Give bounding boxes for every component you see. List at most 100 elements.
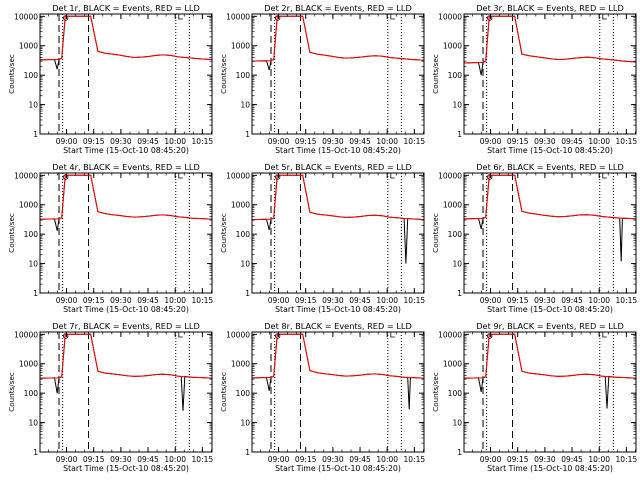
saa-marker bbox=[62, 174, 69, 180]
series-lld bbox=[252, 333, 424, 379]
x-axis-label: Start Time (15-Oct-10 08:45:20) bbox=[63, 146, 189, 155]
series-group bbox=[40, 333, 212, 411]
y-tick-label: 100 bbox=[448, 71, 463, 80]
y-tick-label: 10000 bbox=[438, 171, 462, 180]
panel-det-9r: Det 9r, BLACK = Events, RED = LLD 1 10 100 1… bbox=[431, 321, 637, 473]
marker-lines bbox=[58, 14, 190, 134]
marker-lines bbox=[270, 332, 402, 452]
x-tick-label: 09:00 bbox=[268, 455, 290, 464]
x-tick-label: 09:45 bbox=[561, 137, 583, 146]
y-tick-label: 1 bbox=[457, 130, 462, 139]
saa-marker bbox=[62, 333, 69, 339]
x-tick-label: 09:45 bbox=[349, 137, 371, 146]
bracket-marker bbox=[602, 173, 607, 179]
x-tick-label: 09:45 bbox=[561, 455, 583, 464]
series-events bbox=[464, 15, 636, 76]
y-tick-label: 1 bbox=[245, 130, 250, 139]
y-axis-label: Counts/sec bbox=[219, 372, 228, 412]
x-tick-label: 10:15 bbox=[192, 296, 214, 305]
x-tick-label: 10:00 bbox=[588, 296, 610, 305]
x-tick-label: 09:15 bbox=[295, 296, 317, 305]
x-tick-label: 09:30 bbox=[110, 455, 132, 464]
saa-marker bbox=[486, 333, 493, 339]
x-tick-label: 09:30 bbox=[110, 137, 132, 146]
y-tick-label: 10 bbox=[240, 101, 250, 110]
series-group bbox=[40, 174, 212, 231]
panel-det-3r: Det 3r, BLACK = Events, RED = LLD 1 10 100 1… bbox=[431, 3, 637, 155]
saa-marker bbox=[62, 15, 69, 21]
panel-title: Det 2r, BLACK = Events, RED = LLD bbox=[264, 3, 412, 13]
x-tick-label: 09:45 bbox=[561, 296, 583, 305]
y-axis-label: Counts/sec bbox=[431, 213, 440, 253]
x-tick-label: 09:00 bbox=[268, 296, 290, 305]
panel-title: Det 5r, BLACK = Events, RED = LLD bbox=[264, 162, 412, 172]
bracket-marker bbox=[178, 332, 183, 338]
series-group bbox=[464, 333, 636, 409]
x-tick-label: 10:15 bbox=[192, 455, 214, 464]
series-group bbox=[464, 174, 636, 262]
y-tick-label: 1000 bbox=[231, 360, 250, 369]
plot-frame bbox=[39, 13, 213, 135]
series-events bbox=[40, 15, 212, 70]
marker-lines bbox=[482, 332, 614, 452]
series-group bbox=[40, 15, 212, 70]
y-tick-label: 10000 bbox=[226, 12, 250, 21]
y-tick-label: 10000 bbox=[226, 171, 250, 180]
series-lld bbox=[464, 333, 636, 379]
x-tick-label: 09:15 bbox=[295, 137, 317, 146]
plot-frame bbox=[463, 331, 637, 453]
x-tick-label: 09:00 bbox=[56, 296, 78, 305]
x-tick-label: 10:00 bbox=[376, 137, 398, 146]
y-tick-label: 1000 bbox=[19, 42, 38, 51]
x-tick-label: 09:00 bbox=[56, 137, 78, 146]
plot-frame bbox=[39, 172, 213, 294]
panel-title: Det 4r, BLACK = Events, RED = LLD bbox=[52, 162, 200, 172]
x-tick-label: 09:30 bbox=[534, 455, 556, 464]
x-tick-label: 09:00 bbox=[480, 137, 502, 146]
x-tick-label: 09:30 bbox=[322, 137, 344, 146]
panel-det-8r: Det 8r, BLACK = Events, RED = LLD 1 10 100 1… bbox=[219, 321, 425, 473]
x-tick-label: 10:00 bbox=[164, 455, 186, 464]
bracket-marker bbox=[178, 14, 183, 20]
x-tick-label: 10:15 bbox=[404, 137, 426, 146]
bracket-marker bbox=[602, 14, 607, 20]
series-lld bbox=[40, 174, 212, 220]
panel-title: Det 9r, BLACK = Events, RED = LLD bbox=[476, 321, 624, 331]
x-axis-label: Start Time (15-Oct-10 08:45:20) bbox=[275, 305, 401, 314]
y-tick-label: 10 bbox=[28, 101, 38, 110]
x-tick-label: 09:00 bbox=[268, 137, 290, 146]
y-axis-label: Counts/sec bbox=[7, 372, 16, 412]
x-tick-label: 09:15 bbox=[507, 455, 529, 464]
y-tick-label: 1 bbox=[33, 448, 38, 457]
series-events bbox=[252, 333, 424, 410]
y-tick-label: 1000 bbox=[19, 201, 38, 210]
panel-det-1r: Det 1r, BLACK = Events, RED = LLD 1 10 100 1… bbox=[7, 3, 213, 155]
bracket-marker bbox=[390, 173, 395, 179]
saa-marker bbox=[274, 174, 281, 180]
marker-lines bbox=[270, 173, 402, 293]
y-tick-label: 100 bbox=[236, 71, 251, 80]
y-tick-label: 1 bbox=[457, 289, 462, 298]
y-tick-label: 1000 bbox=[19, 360, 38, 369]
x-tick-label: 09:30 bbox=[534, 137, 556, 146]
y-tick-label: 10000 bbox=[14, 171, 38, 180]
series-lld bbox=[252, 15, 424, 62]
x-axis-label: Start Time (15-Oct-10 08:45:20) bbox=[63, 305, 189, 314]
y-tick-label: 1000 bbox=[443, 360, 462, 369]
bracket-marker bbox=[390, 14, 395, 20]
x-tick-label: 10:15 bbox=[404, 455, 426, 464]
series-group bbox=[464, 15, 636, 76]
y-tick-label: 1000 bbox=[443, 201, 462, 210]
x-tick-label: 10:15 bbox=[616, 296, 638, 305]
x-axis-label: Start Time (15-Oct-10 08:45:20) bbox=[487, 146, 613, 155]
y-tick-label: 1000 bbox=[231, 201, 250, 210]
x-axis-label: Start Time (15-Oct-10 08:45:20) bbox=[487, 305, 613, 314]
x-tick-label: 10:00 bbox=[376, 296, 398, 305]
series-events bbox=[40, 174, 212, 231]
y-tick-label: 10 bbox=[452, 101, 462, 110]
x-tick-label: 09:15 bbox=[83, 137, 105, 146]
series-group bbox=[252, 174, 424, 264]
y-axis-label: Counts/sec bbox=[219, 54, 228, 94]
saa-marker bbox=[274, 333, 281, 339]
x-tick-label: 09:45 bbox=[349, 296, 371, 305]
